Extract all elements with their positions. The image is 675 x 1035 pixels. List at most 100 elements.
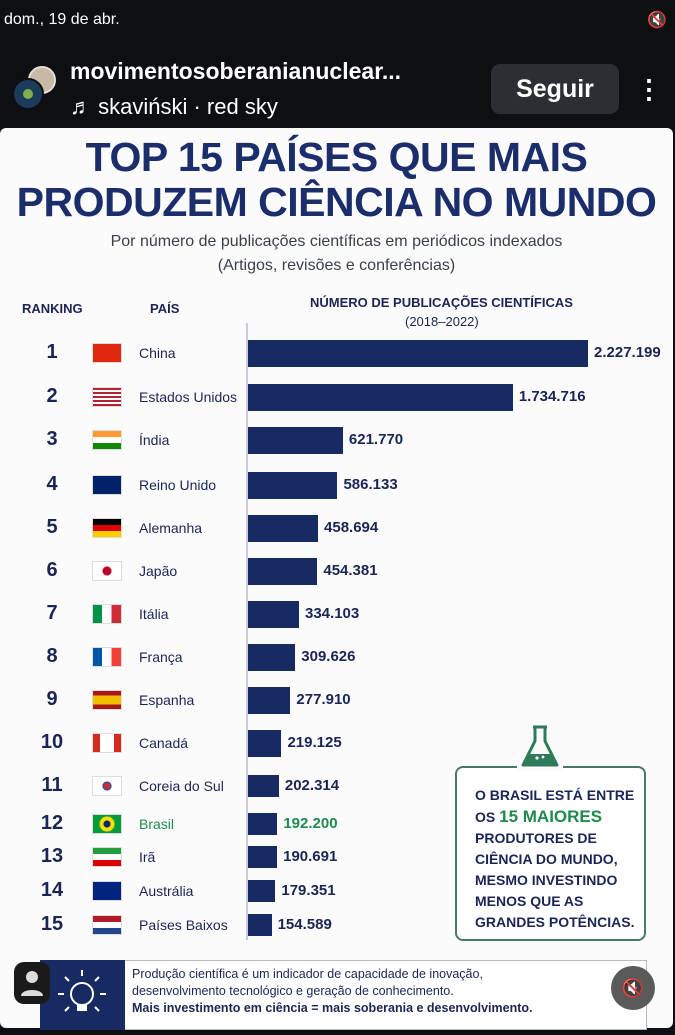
country-name: Irã bbox=[139, 849, 156, 865]
data-bar bbox=[248, 600, 299, 628]
data-bar bbox=[248, 880, 276, 902]
country-name: França bbox=[139, 649, 183, 665]
profile-icon[interactable] bbox=[14, 962, 50, 1004]
callout-line: GRANDES POTÊNCIAS. bbox=[475, 914, 635, 930]
rank-number: 2 bbox=[46, 385, 58, 407]
follow-button[interactable]: Seguir bbox=[491, 64, 619, 114]
country-name: Austrália bbox=[139, 883, 194, 899]
music-info[interactable]: ♬ skaviński · red sky bbox=[70, 94, 278, 120]
flask-icon bbox=[517, 723, 563, 771]
muted-status-icon: 🔇 bbox=[647, 12, 667, 29]
rank-number: 9 bbox=[46, 688, 58, 710]
data-label: 179.351 bbox=[281, 882, 336, 899]
rank-number: 14 bbox=[40, 879, 64, 901]
username[interactable]: movimentosoberanianuclear... bbox=[70, 58, 402, 84]
header-ranking: RANKING bbox=[22, 301, 83, 316]
more-options-icon[interactable]: ⋮ bbox=[636, 74, 662, 104]
header-period: (2018–2022) bbox=[405, 314, 479, 329]
chart-axis bbox=[246, 323, 248, 940]
flag-icon-it bbox=[92, 604, 122, 624]
country-name: Estados Unidos bbox=[139, 389, 238, 405]
flag-icon-in bbox=[92, 430, 122, 450]
footer-text: Produção científica é um indicador de ca… bbox=[132, 966, 533, 1017]
callout-line: MENOS QUE AS bbox=[475, 893, 584, 909]
data-label: 458.694 bbox=[324, 519, 379, 536]
flag-icon-us bbox=[92, 387, 122, 407]
callout-line: PRODUTORES DE bbox=[475, 830, 597, 846]
rank-number: 11 bbox=[41, 774, 63, 796]
lightbulb-icon bbox=[40, 960, 125, 1030]
data-label: 192.200 bbox=[283, 815, 338, 832]
flag-icon-es bbox=[92, 690, 122, 710]
subtitle-line2: (Artigos, revisões e conferências) bbox=[217, 257, 456, 274]
data-bar bbox=[248, 775, 279, 797]
infographic-title-line2: PRODUZEM CIÊNCIA NO MUNDO bbox=[16, 179, 657, 225]
speaker-muted-icon: 🔇 bbox=[621, 977, 645, 998]
rank-number: 4 bbox=[46, 473, 58, 495]
country-name: Coreia do Sul bbox=[139, 778, 224, 794]
status-date: dom., 19 de abr. bbox=[4, 11, 120, 28]
flag-icon-gb bbox=[92, 475, 122, 495]
data-bar bbox=[248, 383, 513, 411]
country-name: Brasil bbox=[139, 816, 175, 832]
rank-number: 13 bbox=[40, 845, 64, 867]
data-bar bbox=[248, 557, 318, 585]
data-label: 154.589 bbox=[277, 916, 332, 933]
country-name: Japão bbox=[139, 563, 178, 579]
data-bar bbox=[248, 339, 588, 367]
flag-icon-ca bbox=[92, 733, 122, 753]
country-name: Países Baixos bbox=[139, 917, 228, 933]
footer-line: Produção científica é um indicador de ca… bbox=[132, 967, 483, 981]
rank-number: 5 bbox=[46, 516, 58, 538]
country-name: China bbox=[139, 345, 176, 361]
data-bar bbox=[248, 686, 291, 714]
flag-icon-kr bbox=[92, 776, 122, 796]
flag-icon-br bbox=[92, 814, 122, 834]
data-label: 309.626 bbox=[301, 648, 356, 665]
rank-number: 7 bbox=[46, 602, 58, 624]
data-label: 190.691 bbox=[283, 848, 338, 865]
country-name: Canadá bbox=[139, 735, 189, 751]
data-label: 219.125 bbox=[287, 734, 342, 751]
data-label: 454.381 bbox=[323, 562, 378, 579]
rank-number: 12 bbox=[40, 812, 64, 834]
rank-number: 3 bbox=[46, 428, 58, 450]
data-label: 2.227.199 bbox=[594, 344, 661, 361]
data-label: 202.314 bbox=[284, 777, 340, 794]
brazil-callout-box bbox=[455, 766, 646, 941]
mute-toggle-button[interactable]: 🔇 bbox=[611, 966, 655, 1010]
avatar[interactable] bbox=[12, 66, 58, 112]
header-publications: NÚMERO DE PUBLICAÇÕES CIENTÍFICAS bbox=[310, 295, 573, 310]
data-label: 1.734.716 bbox=[518, 388, 586, 405]
rank-number: 15 bbox=[40, 913, 64, 935]
data-bar bbox=[248, 846, 278, 868]
rank-number: 10 bbox=[40, 731, 64, 753]
music-note-icon: ♬ bbox=[70, 94, 92, 119]
flag-icon-ir bbox=[92, 847, 122, 867]
footer-line: desenvolvimento tecnológico e geração de… bbox=[132, 984, 454, 998]
data-bar bbox=[248, 813, 278, 835]
callout-line: CIÊNCIA DO MUNDO, bbox=[475, 851, 618, 867]
callout-line: O BRASIL ESTÁ ENTRE bbox=[475, 787, 635, 803]
data-bar bbox=[248, 514, 319, 542]
data-bar bbox=[248, 914, 272, 936]
data-bar bbox=[248, 643, 296, 671]
footer-line: Mais investimento em ciência = mais sobe… bbox=[132, 1001, 533, 1015]
country-name: Alemanha bbox=[139, 520, 203, 536]
flag-icon-cn bbox=[92, 343, 122, 363]
infographic-title-line1: TOP 15 PAÍSES QUE MAIS bbox=[85, 134, 588, 180]
rank-number: 1 bbox=[46, 341, 58, 363]
data-label: 621.770 bbox=[348, 431, 404, 448]
flag-icon-fr bbox=[92, 647, 122, 667]
data-bar bbox=[248, 471, 338, 499]
data-label: 586.133 bbox=[343, 476, 398, 493]
rank-number: 6 bbox=[46, 559, 58, 581]
callout-line: OS 15 MAIORES bbox=[475, 807, 603, 826]
flag-icon-de bbox=[92, 518, 122, 538]
country-name: Espanha bbox=[139, 692, 195, 708]
country-name: Reino Unido bbox=[139, 477, 217, 493]
data-label: 334.103 bbox=[305, 605, 360, 622]
flag-icon-nl bbox=[92, 915, 122, 935]
subtitle-line1: Por número de publicações científicas em… bbox=[110, 233, 563, 250]
country-name: Itália bbox=[139, 606, 169, 622]
